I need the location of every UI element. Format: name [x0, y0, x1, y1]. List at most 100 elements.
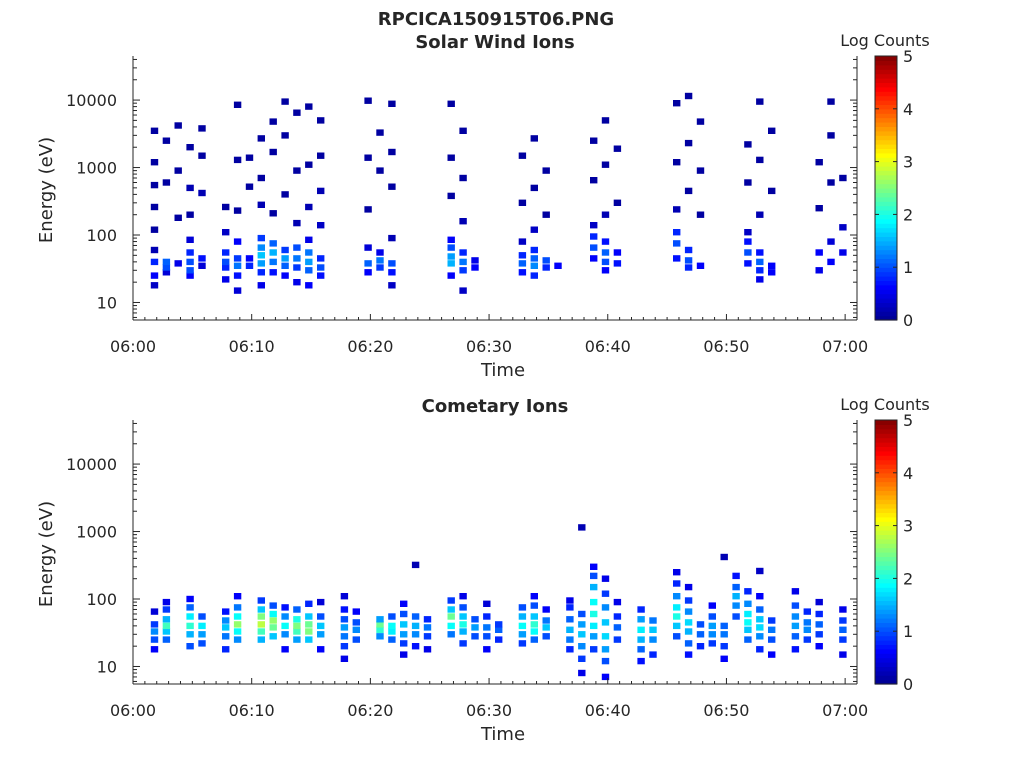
heatmap-cell: [673, 569, 681, 576]
heatmap-cell: [459, 174, 467, 182]
heatmap-cell: [222, 229, 230, 236]
colorbar-band: [875, 69, 897, 75]
heatmap-cell: [150, 621, 159, 628]
colorbar-tick-label: 5: [903, 411, 913, 430]
heatmap-cell: [447, 631, 455, 638]
heatmap-cell: [186, 258, 194, 266]
heatmap-cell: [222, 258, 230, 266]
heatmap-cell: [768, 636, 776, 643]
heatmap-cell: [281, 255, 289, 262]
heatmap-cell: [815, 267, 823, 274]
heatmap-cell: [684, 651, 693, 658]
heatmap-cell: [768, 626, 776, 633]
heatmap-cell: [447, 154, 455, 161]
heatmap-cell: [150, 282, 159, 289]
colorbar-band: [875, 249, 897, 255]
heatmap-cell: [162, 269, 171, 276]
colorbar-band: [875, 306, 897, 312]
heatmap-cell: [471, 616, 479, 623]
heatmap-cell: [613, 613, 622, 620]
heatmap-cell: [684, 597, 693, 604]
heatmap-cell: [233, 628, 242, 635]
x-tick-label: 06:10: [229, 337, 275, 356]
heatmap-cell: [756, 211, 764, 218]
colorbar-tick-label: 4: [903, 464, 913, 483]
heatmap-cell: [839, 651, 847, 658]
colorbar-tick-label: 3: [903, 517, 913, 536]
heatmap-cell: [756, 616, 764, 623]
heatmap-cell: [613, 249, 622, 256]
heatmap-cell: [756, 646, 764, 653]
colorbar-band: [875, 503, 897, 509]
heatmap-cell: [839, 174, 847, 182]
x-tick-label: 06:40: [585, 337, 631, 356]
heatmap-cells: [150, 524, 847, 681]
heatmap-cell: [162, 622, 171, 630]
colorbar-band: [875, 657, 897, 663]
heatmap-cell: [459, 258, 467, 266]
colorbar-band: [875, 428, 897, 434]
heatmap-cell: [293, 244, 301, 251]
colorbar-band: [875, 284, 897, 290]
heatmap-cell: [281, 613, 289, 620]
heatmap-cell: [696, 643, 705, 650]
heatmap-cell: [684, 246, 693, 254]
heatmap-cell: [827, 98, 835, 105]
heatmap-cell: [649, 636, 657, 643]
heatmap-cell: [530, 255, 538, 262]
heatmap-cell: [530, 262, 538, 269]
heatmap-cell: [803, 619, 811, 626]
heatmap-cell: [744, 179, 752, 186]
heatmap-cell: [756, 258, 764, 266]
heatmap-cell: [400, 640, 408, 647]
heatmap-cell: [720, 643, 728, 650]
heatmap-cell: [495, 626, 503, 633]
heatmap-cell: [554, 262, 562, 269]
heatmap-cell: [518, 238, 527, 245]
heatmap-cell: [756, 593, 764, 600]
heatmap-cell: [269, 617, 277, 624]
heatmap-cell: [162, 598, 171, 606]
heatmap-cell: [673, 206, 681, 213]
heatmap-cell: [791, 602, 800, 609]
colorbar-band: [875, 91, 897, 97]
heatmap-cell: [791, 622, 800, 630]
colorbar-band: [875, 530, 897, 535]
colorbar-band: [875, 139, 897, 145]
x-tick-label: 06:30: [466, 701, 512, 720]
heatmap-cell: [459, 287, 467, 294]
heatmap-cell: [257, 269, 265, 276]
heatmap-cell: [388, 622, 396, 630]
heatmap-cell: [649, 617, 657, 624]
heatmap-cell: [684, 640, 693, 647]
colorbar-band: [875, 117, 897, 123]
heatmap-cell: [222, 608, 230, 615]
heatmap-cell: [518, 199, 527, 206]
heatmap-cell: [768, 617, 776, 624]
heatmap-cell: [590, 222, 598, 229]
colorbar-frame: [874, 55, 898, 321]
heatmap-cell: [340, 593, 349, 600]
heatmap-cell: [317, 152, 325, 159]
heatmap-cell: [803, 626, 811, 633]
colorbar-band: [875, 609, 897, 615]
heatmap-cell: [684, 257, 693, 264]
y-tick-label: 100: [86, 226, 117, 245]
colorbar-band: [875, 635, 897, 641]
heatmap-cell: [269, 148, 277, 156]
heatmap-cell: [566, 626, 574, 633]
heatmap-cell: [542, 257, 550, 264]
heatmap-cell: [150, 159, 159, 166]
colorbar-band: [875, 424, 897, 430]
heatmap-cell: [518, 640, 527, 647]
heatmap-cell: [744, 238, 752, 245]
colorbar-tick-label: 4: [903, 100, 913, 119]
heatmap-cell: [305, 103, 313, 110]
heatmap-cell: [459, 593, 467, 600]
heatmap-cell: [839, 606, 847, 613]
heatmap-cell: [791, 588, 800, 595]
heatmap-cell: [601, 604, 610, 611]
heatmap-cell: [222, 624, 230, 631]
heatmap-cell: [815, 205, 823, 212]
heatmap-cell: [459, 267, 467, 274]
